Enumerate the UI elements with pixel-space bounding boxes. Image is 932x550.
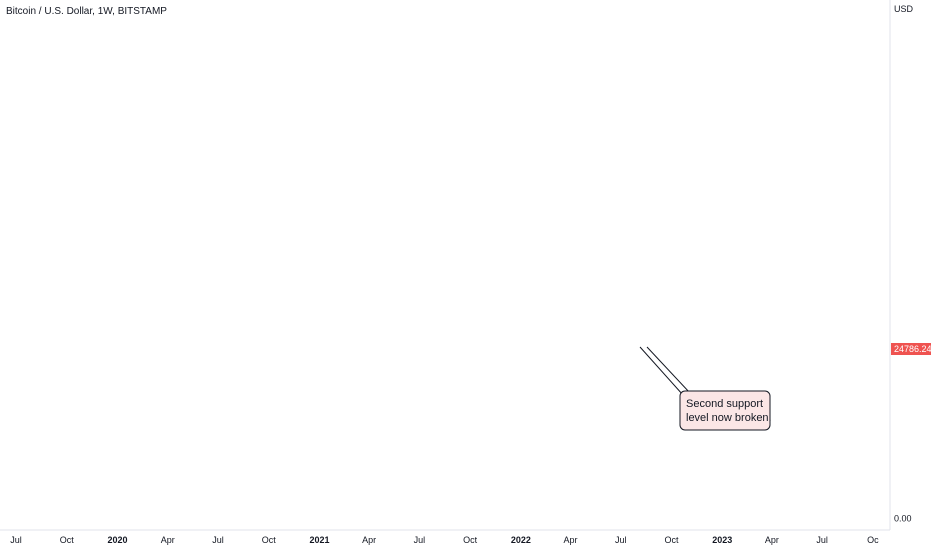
time-tick-label: Oct [664, 535, 679, 545]
time-tick-label: Apr [161, 535, 175, 545]
time-tick-labels: Jul Oct 2020 Apr Jul Oct 2021 Apr Jul Oct 2022 Apr J… [10, 535, 879, 545]
time-tick-label: 2021 [309, 535, 329, 545]
price-tick-label: 0.00 [894, 514, 912, 524]
time-tick-label: Oc [867, 535, 879, 545]
price-axis-unit-label: USD [894, 4, 914, 14]
annotation-callout: Second support level now broken. [639, 346, 772, 431]
time-tick-label: 2020 [108, 535, 128, 545]
callout-text-line1: Second support [686, 398, 763, 410]
last-price-badge [891, 343, 931, 355]
time-tick-label: Apr [765, 535, 779, 545]
time-tick-label: Jul [10, 535, 22, 545]
time-tick-label: Jul [615, 535, 627, 545]
time-tick-label: Oct [60, 535, 75, 545]
time-tick-label: Jul [212, 535, 224, 545]
time-tick-label: Oct [262, 535, 277, 545]
time-axis[interactable]: Jul Oct 2020 Apr Jul Oct 2021 Apr Jul Oct 2022 Apr J… [0, 529, 890, 545]
time-tick-label: Apr [564, 535, 578, 545]
callout-pointer-upper [639, 346, 684, 396]
callout-box [679, 390, 771, 431]
price-tick-labels: 0.004000.008000.0012000.0016000.0020000.… [894, 514, 912, 524]
time-tick-label: Jul [816, 535, 828, 545]
time-tick-label: Jul [414, 535, 426, 545]
time-tick-label: Apr [362, 535, 376, 545]
time-tick-label: 2023 [712, 535, 732, 545]
callout-pointer-lower [646, 346, 691, 394]
last-price-label: 24786.24 [894, 344, 932, 354]
time-tick-label: 2022 [511, 535, 531, 545]
price-axis[interactable]: USD 0.004000.008000.0012000.0016000.0020… [889, 0, 932, 530]
time-tick-label: Oct [463, 535, 478, 545]
callout-text-line2: level now broken. [686, 412, 772, 424]
chart-title: Bitcoin / U.S. Dollar, 1W, BITSTAMP [6, 6, 167, 17]
